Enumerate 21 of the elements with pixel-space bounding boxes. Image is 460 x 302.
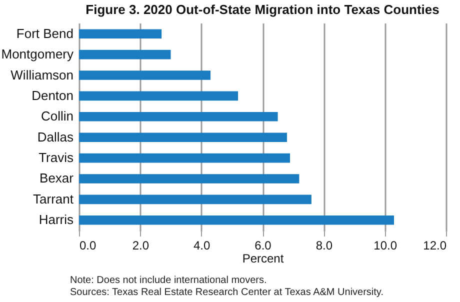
y-tick-label: Montgomery: [1, 46, 74, 62]
x-tick-label: 6.0: [254, 238, 272, 252]
x-tick-label: 8.0: [316, 238, 333, 252]
y-tick-label: Williamson: [10, 67, 74, 82]
y-tick-label: Collin: [40, 108, 74, 124]
y-tick-label: Dallas: [37, 129, 74, 144]
x-tick-label: 2.0: [132, 238, 150, 252]
x-tick-label: 4.0: [193, 238, 210, 252]
source-note: Sources: Texas Real Estate Research Center at Texas A&M University.: [70, 287, 384, 299]
y-tick-label: Harris: [38, 212, 74, 228]
y-tick-label: Tarrant: [33, 191, 74, 206]
x-tick-label: 10.0: [374, 238, 398, 252]
text: Note: Does not include international movers.: [70, 275, 268, 287]
y-tick-label: Denton: [32, 88, 74, 103]
x-axis-title: Percent: [242, 252, 284, 266]
chart-title: Figure 3. 2020 Out-of-State Migration into Texas Counties: [86, 2, 440, 17]
y-tick-label: Travis: [38, 150, 74, 166]
x-tick-label: 12.0: [423, 238, 447, 252]
y-tick-label: Bexar: [40, 170, 74, 186]
y-tick-label: Fort Bend: [16, 26, 74, 41]
x-tick-label: 0.0: [80, 238, 97, 252]
